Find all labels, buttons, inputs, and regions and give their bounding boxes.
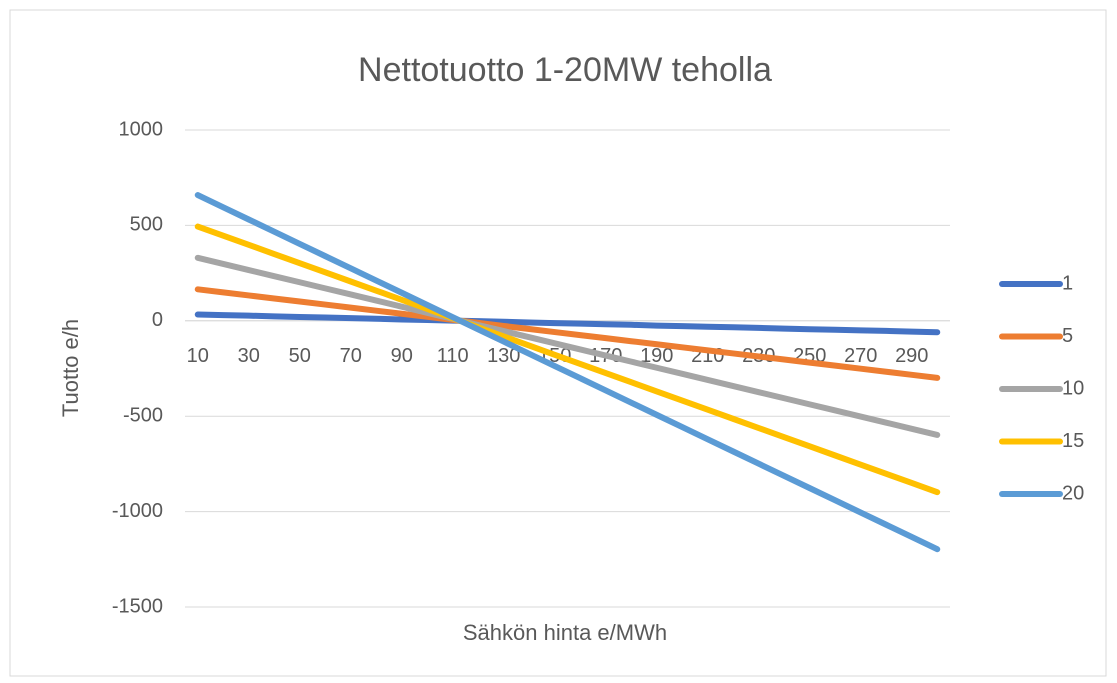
- y-tick-label: -500: [123, 404, 163, 426]
- legend-label: 1: [1062, 272, 1073, 294]
- x-tick-label: 130: [487, 345, 520, 367]
- y-axis-title: Tuotto e/h: [58, 319, 83, 417]
- y-tick-label: -1500: [112, 595, 163, 617]
- y-tick-label: -1000: [112, 500, 163, 522]
- legend-label: 10: [1062, 377, 1084, 399]
- chart-title: Nettotuotto 1-20MW teholla: [358, 51, 772, 89]
- x-tick-label: 270: [844, 345, 877, 367]
- x-axis-title: Sähkön hinta e/MWh: [463, 620, 667, 645]
- series-line: [194, 223, 941, 496]
- x-tick-label: 290: [895, 345, 928, 367]
- series-line: [194, 254, 941, 438]
- legend-label: 5: [1062, 325, 1073, 347]
- series-line: [194, 286, 941, 381]
- x-tick-label: 70: [340, 345, 362, 367]
- x-tick-label: 30: [238, 345, 260, 367]
- series-line: [194, 192, 941, 553]
- y-tick-label: 1000: [119, 118, 164, 140]
- y-tick-label: 0: [152, 309, 163, 331]
- y-tick-label: 500: [130, 214, 163, 236]
- x-tick-label: 90: [391, 345, 413, 367]
- legend-label: 15: [1062, 430, 1084, 452]
- x-tick-label: 50: [289, 345, 311, 367]
- series-line: [194, 311, 941, 336]
- x-tick-label: 190: [640, 345, 673, 367]
- legend-label: 20: [1062, 482, 1084, 504]
- x-tick-label: 110: [437, 345, 469, 367]
- x-tick-label: 10: [187, 345, 209, 367]
